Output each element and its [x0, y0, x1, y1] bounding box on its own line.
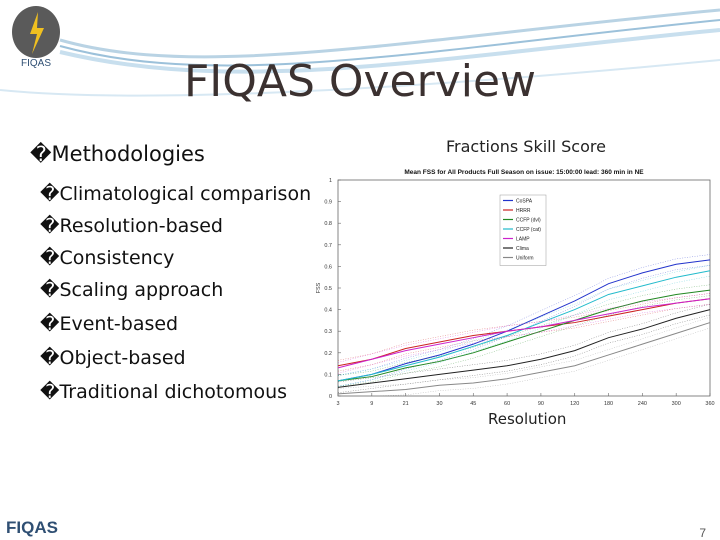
legend-entry: CCFP (cat)	[516, 227, 541, 233]
fss-chart: Mean FSS for All Products Full Season on…	[316, 169, 715, 407]
sub-bullet: �Event-based	[40, 313, 179, 335]
series-band-lower	[337, 303, 711, 372]
sub-bullet: �Resolution-based	[40, 215, 223, 237]
y-tick-label: 0.7	[324, 243, 332, 249]
x-tick-label: 360	[705, 401, 714, 407]
legend-entry: CoSPA	[516, 199, 533, 205]
fiqas-logo: FIQAS	[12, 6, 60, 69]
y-tick-label: 0.5	[324, 286, 332, 292]
slide-title: FIQAS Overview	[183, 56, 537, 107]
sub-bullet: �Traditional dichotomous	[40, 381, 288, 403]
x-tick-label: 120	[570, 401, 579, 407]
x-tick-label: 9	[370, 401, 373, 407]
y-tick-label: 0.2	[324, 351, 332, 357]
y-tick-label: 0.6	[324, 264, 332, 270]
sub-bullet: �Scaling approach	[40, 279, 224, 301]
legend-entry: Clima	[516, 246, 529, 252]
series-band-lower	[337, 314, 711, 394]
logo-text: FIQAS	[21, 58, 51, 69]
x-tick-label: 240	[638, 401, 647, 407]
series-band-upper	[337, 254, 711, 376]
y-tick-label: 0.4	[324, 308, 332, 314]
sub-bullet: �Object-based	[40, 347, 186, 369]
bullet-list: �Methodologies	[30, 142, 205, 166]
x-tick-label: 60	[504, 401, 510, 407]
series-band-lower	[337, 295, 711, 387]
x-tick-label: 90	[538, 401, 544, 407]
series-line	[337, 289, 711, 382]
x-tick-label: 30	[436, 401, 442, 407]
y-tick-label: 0.9	[324, 200, 332, 206]
series-band-lower	[338, 327, 711, 397]
y-tick-label: 1	[329, 178, 332, 184]
footer-logo: FIQAS	[6, 518, 58, 537]
x-tick-label: 21	[403, 401, 409, 407]
chart-x-caption: Resolution	[488, 410, 567, 428]
x-tick-label: 180	[604, 401, 613, 407]
series-band-upper	[337, 284, 711, 376]
chart-title: Mean FSS for All Products Full Season on…	[404, 169, 644, 176]
legend-entry: HRRR	[516, 208, 531, 214]
series-band-upper	[337, 293, 711, 361]
legend-entry: Uniform	[516, 256, 534, 262]
y-tick-label: 0.8	[324, 221, 332, 227]
series-line	[337, 298, 711, 369]
series-line	[337, 309, 711, 388]
series-band-lower	[337, 303, 711, 374]
sub-bullet: �Consistency	[40, 247, 175, 269]
y-tick-label: 0.1	[324, 372, 332, 378]
legend-entry: LAMP	[516, 237, 530, 243]
header-banner	[0, 8, 720, 97]
y-tick-label: 0.3	[324, 329, 332, 335]
x-tick-label: 45	[470, 401, 476, 407]
y-tick-label: 0	[329, 394, 332, 400]
series-band-upper	[337, 293, 711, 363]
bullet-methodologies: �Methodologies	[30, 142, 205, 166]
y-axis-label: FSS	[316, 282, 322, 293]
page-number: 7	[699, 526, 706, 540]
series-band-upper	[337, 303, 711, 383]
series-line	[337, 322, 711, 395]
legend-entry: CCFP (dvl)	[516, 218, 541, 224]
series-band-upper	[337, 316, 711, 389]
x-tick-label: 300	[672, 401, 681, 407]
x-tick-label: 3	[336, 401, 339, 407]
chart-heading: Fractions Skill Score	[446, 137, 606, 156]
legend-box	[499, 194, 547, 266]
sub-bullet: �Climatological comparison	[40, 183, 312, 205]
